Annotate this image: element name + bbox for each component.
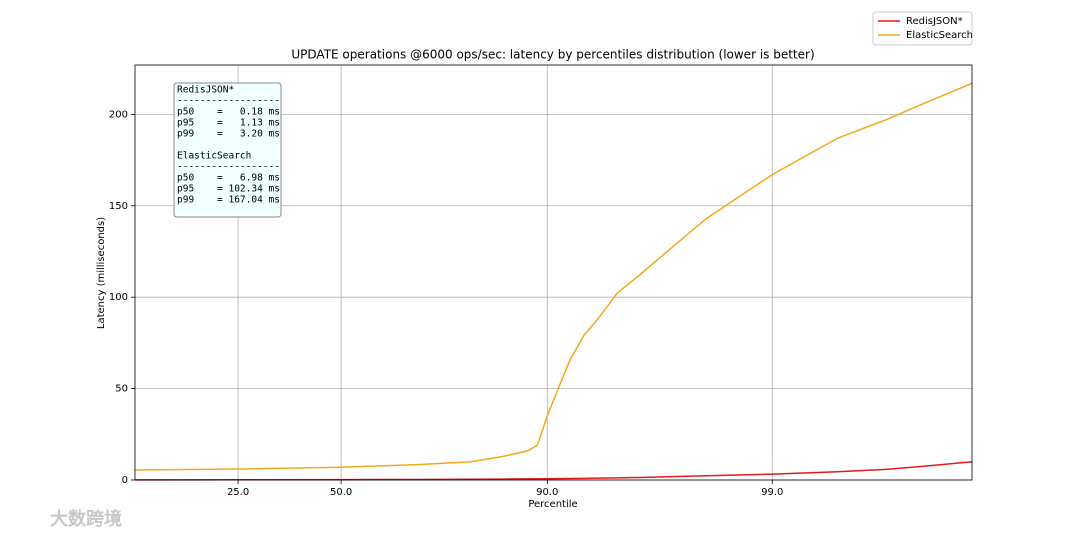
series-line: [134, 460, 973, 481]
annotation-box: [173, 82, 282, 218]
plot-frame: [134, 64, 973, 481]
annotation-line: p99 = 3.20 ms: [177, 129, 280, 140]
annotation-line: ------------------: [177, 162, 280, 173]
annotation-line: ------------------: [177, 96, 280, 107]
x-tick-label: 25.0: [227, 487, 249, 498]
chart-title: UPDATE operations @6000 ops/sec: latency…: [291, 48, 814, 62]
annotation-line: p50 = 6.98 ms: [177, 173, 280, 184]
legend-label: RedisJSON*: [906, 16, 963, 27]
x-tick-label: 90.0: [536, 487, 558, 498]
annotation-line: p95 = 102.34 ms: [177, 184, 280, 195]
annotation-line: p99 = 167.04 ms: [177, 195, 280, 206]
legend-label: ElasticSearch: [906, 30, 973, 41]
annotation-line: p95 = 1.13 ms: [177, 118, 280, 129]
y-axis-label: Latency (milliseconds): [96, 217, 107, 329]
y-tick-label: 200: [109, 109, 128, 120]
annotation-line: p50 = 0.18 ms: [177, 107, 280, 118]
y-tick-label: 0: [122, 475, 128, 486]
y-tick-label: 150: [109, 201, 128, 212]
annotation-line: ElasticSearch: [177, 151, 251, 162]
x-tick-label: 99.0: [761, 487, 783, 498]
y-tick-label: 50: [115, 384, 128, 395]
x-axis-label: Percentile: [528, 499, 577, 510]
watermark: 大数跨境: [50, 508, 122, 530]
annotation-line: RedisJSON*: [177, 85, 234, 96]
y-tick-label: 100: [109, 292, 128, 303]
x-tick-label: 50.0: [330, 487, 352, 498]
series-line: [134, 82, 973, 471]
